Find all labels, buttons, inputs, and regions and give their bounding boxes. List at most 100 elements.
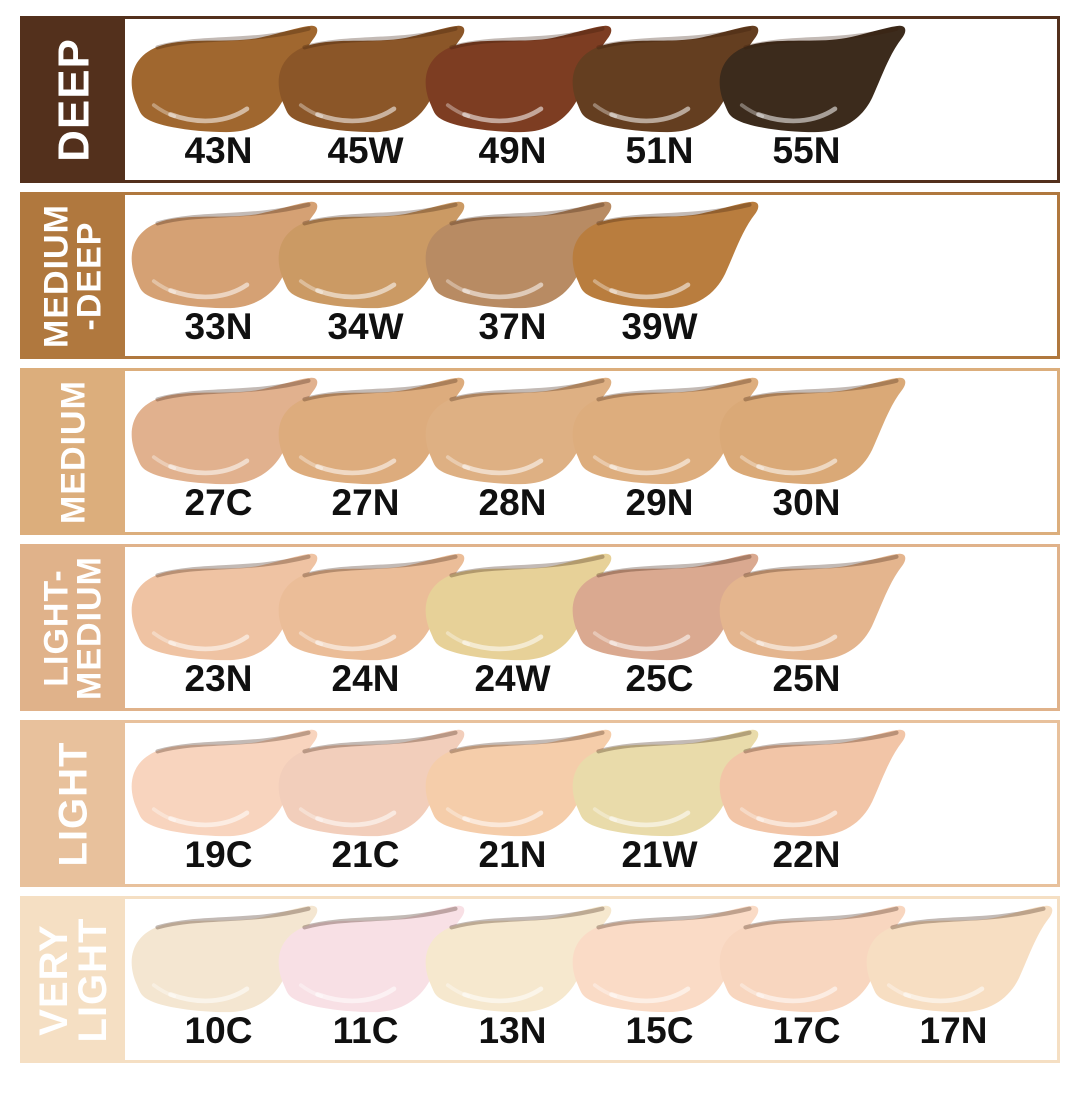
shade-code-label: 29N <box>625 482 694 523</box>
foundation-smear-icon <box>572 905 758 1013</box>
shade-code-label: 39W <box>621 306 698 347</box>
swatch-34w: 34W <box>278 195 464 356</box>
shade-code-label: 13N <box>478 1010 547 1051</box>
category-sidebar: VERY LIGHT <box>23 899 125 1060</box>
foundation-smear-icon <box>719 729 905 837</box>
swatch-area: 19C 21C 21N 21W <box>125 723 1057 884</box>
category-sidebar: MEDIUM -DEEP <box>23 195 125 356</box>
shade-code-label: 11C <box>332 1010 399 1051</box>
category-sidebar: LIGHT <box>23 723 125 884</box>
shade-code-label: 24N <box>331 658 400 699</box>
foundation-smear-icon <box>425 553 611 661</box>
swatch-25n: 25N <box>719 547 905 708</box>
shade-code-label: 19C <box>184 834 253 875</box>
swatch-30n: 30N <box>719 371 905 532</box>
category-label: VERY LIGHT <box>31 917 115 1042</box>
shade-code-label: 30N <box>772 482 841 523</box>
foundation-smear-icon <box>719 905 905 1013</box>
shade-code-label: 15C <box>625 1010 694 1051</box>
swatch-11c: 11C <box>278 899 464 1060</box>
foundation-smear-icon <box>572 25 758 133</box>
category-row-deep: DEEP 43N 45W 49N <box>20 16 1060 183</box>
foundation-smear-icon <box>131 201 317 309</box>
foundation-smear-icon <box>278 729 464 837</box>
category-row-medium: MEDIUM 27C 27N 28N <box>20 368 1060 535</box>
swatch-21w: 21W <box>572 723 758 884</box>
swatch-area: 27C 27N 28N 29N <box>125 371 1057 532</box>
shade-code-label: 45W <box>327 130 404 171</box>
swatch-25c: 25C <box>572 547 758 708</box>
shade-code-label: 49N <box>478 130 547 171</box>
foundation-smear-icon <box>278 201 464 309</box>
shade-chart: DEEP 43N 45W 49N <box>20 16 1060 1063</box>
swatch-22n: 22N <box>719 723 905 884</box>
foundation-smear-icon <box>131 729 317 837</box>
shade-code-label: 23N <box>184 658 253 699</box>
category-label-line: LIGHT <box>71 917 115 1042</box>
category-label-line: MEDIUM <box>71 555 109 700</box>
category-row-medium-deep: MEDIUM -DEEP 33N 34W 37N <box>20 192 1060 359</box>
category-row-light-medium: LIGHT- MEDIUM 23N 24N 24W <box>20 544 1060 711</box>
swatch-21c: 21C <box>278 723 464 884</box>
category-row-light: LIGHT 19C 21C 21N <box>20 720 1060 887</box>
category-label-line: MEDIUM <box>54 379 93 524</box>
foundation-smear-icon <box>425 201 611 309</box>
swatch-45w: 45W <box>278 19 464 180</box>
shade-code-label: 37N <box>478 306 547 347</box>
category-label: LIGHT <box>51 741 96 866</box>
foundation-smear-icon <box>719 553 905 661</box>
shade-code-label: 24W <box>474 658 551 699</box>
category-row-very-light: VERY LIGHT 10C 11C 13N <box>20 896 1060 1063</box>
category-label-line: LIGHT <box>51 741 96 866</box>
foundation-smear-icon <box>572 377 758 485</box>
swatch-39w: 39W <box>572 195 758 356</box>
swatch-21n: 21N <box>425 723 611 884</box>
shade-code-label: 22N <box>772 834 841 875</box>
foundation-smear-icon <box>572 729 758 837</box>
shade-code-label: 25C <box>625 658 694 699</box>
swatch-37n: 37N <box>425 195 611 356</box>
foundation-smear-icon <box>866 905 1052 1013</box>
foundation-smear-icon <box>131 905 317 1013</box>
foundation-smear-icon <box>425 729 611 837</box>
category-label-line: -DEEP <box>71 221 109 330</box>
swatch-43n: 43N <box>131 19 317 180</box>
category-label-line: VERY <box>31 923 76 1036</box>
shade-code-label: 17N <box>919 1010 988 1051</box>
category-label: MEDIUM -DEEP <box>37 203 109 348</box>
swatch-area: 33N 34W 37N 39W <box>125 195 1057 356</box>
category-label: DEEP <box>49 38 98 162</box>
swatch-19c: 19C <box>131 723 317 884</box>
shade-code-label: 34W <box>327 306 404 347</box>
category-label-line: LIGHT- <box>37 568 76 687</box>
category-label: MEDIUM <box>54 379 93 524</box>
swatch-area: 23N 24N 24W 25C <box>125 547 1057 708</box>
swatch-17n: 17N <box>866 899 1052 1060</box>
foundation-smear-icon <box>719 377 905 485</box>
swatch-29n: 29N <box>572 371 758 532</box>
category-sidebar: LIGHT- MEDIUM <box>23 547 125 708</box>
category-sidebar: DEEP <box>23 19 125 180</box>
shade-code-label: 25N <box>772 658 841 699</box>
foundation-smear-icon <box>131 377 317 485</box>
foundation-smear-icon <box>131 25 317 133</box>
foundation-smear-icon <box>719 25 905 133</box>
foundation-smear-icon <box>425 25 611 133</box>
shade-code-label: 21C <box>331 834 400 875</box>
swatch-33n: 33N <box>131 195 317 356</box>
swatch-27n: 27N <box>278 371 464 532</box>
shade-code-label: 10C <box>184 1010 253 1051</box>
category-label: LIGHT- MEDIUM <box>37 555 109 700</box>
swatch-10c: 10C <box>131 899 317 1060</box>
swatch-51n: 51N <box>572 19 758 180</box>
foundation-smear-icon <box>572 553 758 661</box>
foundation-smear-icon <box>278 905 464 1013</box>
shade-code-label: 51N <box>625 130 694 171</box>
foundation-smear-icon <box>425 377 611 485</box>
shade-code-label: 27C <box>184 482 253 523</box>
swatch-17c: 17C <box>719 899 905 1060</box>
swatch-area: 10C 11C 13N 15C <box>125 899 1057 1060</box>
swatch-23n: 23N <box>131 547 317 708</box>
category-label-line: MEDIUM <box>37 203 76 348</box>
shade-code-label: 21W <box>621 834 698 875</box>
